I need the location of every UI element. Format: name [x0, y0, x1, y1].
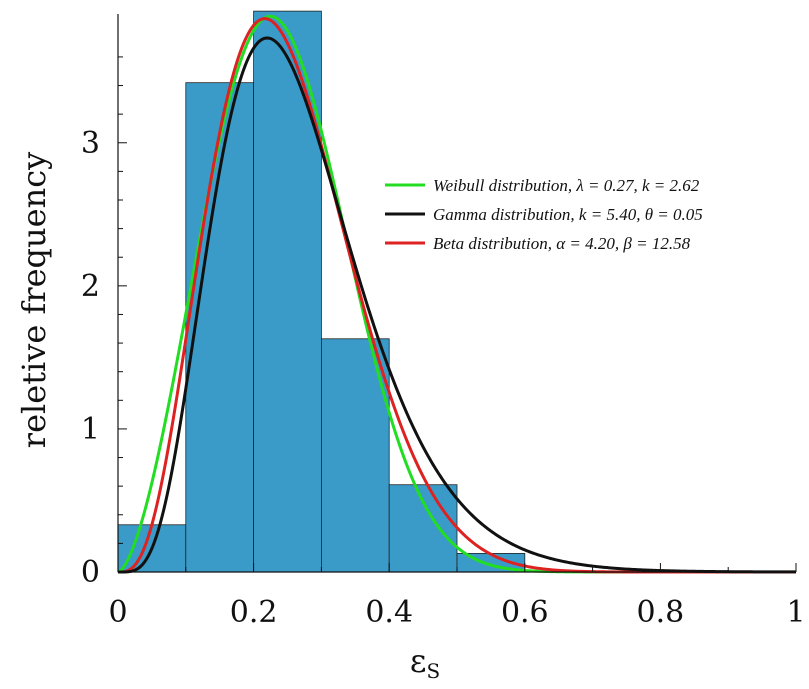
y-axis-label: reletive frequency: [15, 152, 53, 448]
gamma-curve: [118, 36, 796, 574]
legend-label-gamma: Gamma distribution, k = 5.40, θ = 0.05: [433, 205, 703, 224]
histogram-bars: [117, 10, 526, 573]
y-tick-label-1: 1: [81, 412, 100, 447]
legend: Weibull distribution, λ = 0.27, k = 2.62…: [385, 176, 703, 253]
x-axis-label-subscript: S: [426, 659, 440, 683]
x-tick-label-1: 0.2: [230, 595, 278, 630]
histogram-bar-5: [388, 484, 458, 573]
legend-label-weibull: Weibull distribution, λ = 0.27, k = 2.62: [433, 176, 700, 195]
y-tick-label-2: 2: [81, 269, 100, 304]
legend-label-beta: Beta distribution, α = 4.20, β = 12.58: [433, 234, 691, 253]
y-tick-label-3: 3: [81, 126, 100, 161]
x-tick-label-4: 0.8: [637, 595, 685, 630]
tick-labels: 0 0.2 0.4 0.6 0.8 1 0 1 2 3: [81, 126, 806, 630]
x-axis-label-main: ε: [410, 642, 427, 680]
x-tick-label-5: 1: [786, 595, 805, 630]
y-tick-label-0: 0: [81, 555, 100, 590]
x-tick-label-3: 0.6: [501, 595, 549, 630]
x-tick-label-0: 0: [108, 595, 127, 630]
x-tick-label-2: 0.4: [365, 595, 413, 630]
x-axis-label: εS: [410, 642, 440, 683]
axes: [117, 14, 797, 573]
